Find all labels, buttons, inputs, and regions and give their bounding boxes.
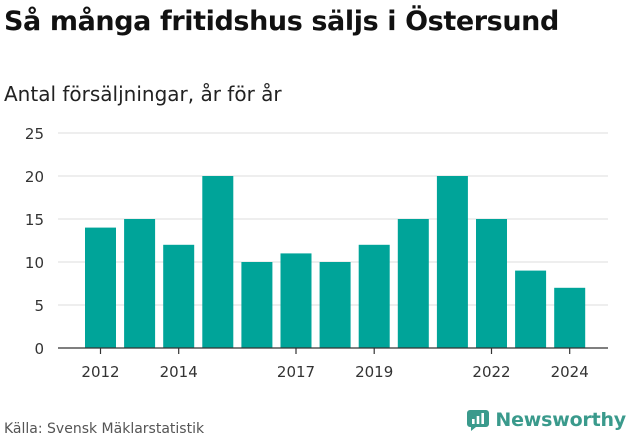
bar-2023 [515, 270, 547, 348]
brand-logo: Newsworthy [466, 408, 626, 432]
y-tick-label: 15 [25, 211, 44, 229]
x-tick-label: 2024 [551, 363, 589, 381]
bar-2017 [280, 253, 312, 348]
y-tick-label: 5 [34, 297, 44, 315]
bar-2024 [554, 287, 586, 348]
bar-2021 [436, 176, 468, 348]
y-tick-label: 10 [25, 254, 44, 272]
bar-2013 [124, 219, 156, 348]
x-tick-label: 2022 [472, 363, 510, 381]
chart-title: Så många fritidshus säljs i Östersund [4, 6, 559, 37]
x-tick-label: 2017 [277, 363, 315, 381]
bar-2019 [358, 244, 390, 348]
source-note: Källa: Svensk Mäklarstatistik [4, 421, 205, 437]
x-tick-label: 2019 [355, 363, 393, 381]
bar-2015 [202, 176, 234, 348]
brand-name: Newsworthy [495, 409, 626, 431]
newsworthy-logo-icon [467, 410, 490, 431]
y-tick-label: 0 [34, 340, 44, 358]
bar-2014 [163, 244, 195, 348]
bar-2018 [319, 262, 351, 348]
x-tick-label: 2014 [160, 363, 198, 381]
bar-2020 [397, 219, 429, 348]
y-tick-label: 25 [25, 125, 44, 143]
y-tick-label: 20 [25, 168, 44, 186]
bar-2012 [85, 227, 116, 348]
bar-2022 [476, 219, 507, 348]
chart-subtitle: Antal försäljningar, år för år [4, 82, 282, 106]
bar-2016 [241, 262, 273, 348]
x-tick-label: 2012 [81, 363, 119, 381]
